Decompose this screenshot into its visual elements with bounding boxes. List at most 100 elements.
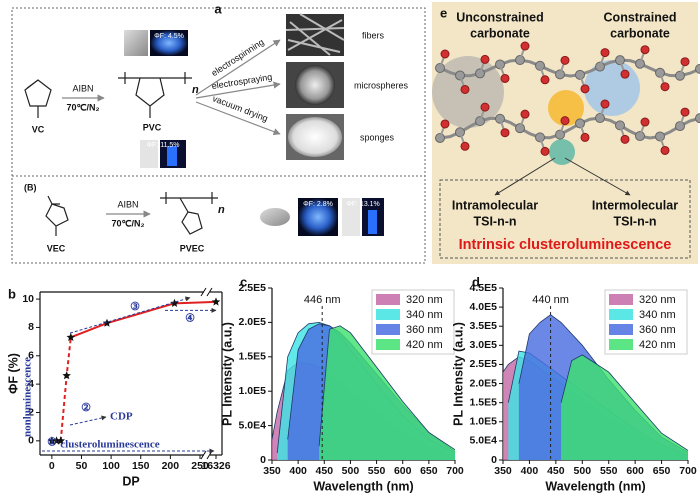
sample <box>260 208 290 226</box>
oxygen-atom <box>621 70 629 78</box>
y-axis-title: ΦF (%) <box>6 353 20 394</box>
photo <box>124 30 148 56</box>
oxygen-atom <box>661 83 669 91</box>
legend-swatch <box>609 294 633 305</box>
carbon-atom <box>516 56 525 65</box>
polymer <box>160 192 218 234</box>
caption: Intrinsic clusteroluminescence <box>459 237 672 253</box>
sponge <box>288 117 342 157</box>
y-tick-label: 5.0E4 <box>239 419 267 431</box>
y-tick-label: 0 <box>491 454 497 466</box>
oxygen-atom <box>461 142 469 150</box>
annotation: clusteroluminescence <box>60 439 160 451</box>
annotation: nonluminescence <box>22 357 34 437</box>
y-tick-label: 1.0E5 <box>470 416 498 428</box>
oxygen-atom <box>561 56 569 64</box>
oxygen-atom <box>681 58 689 66</box>
label: carbonate <box>470 26 530 40</box>
quantum-yield: ΦF: 11.5% <box>146 142 179 149</box>
quantum-yield: ΦF: 4.5% <box>154 33 184 40</box>
microsphere <box>295 65 335 105</box>
x-axis-title: DP <box>122 474 139 488</box>
legend-swatch <box>609 324 633 335</box>
molecule <box>25 80 51 118</box>
carbon-atom <box>696 64 700 73</box>
label: Intramolecular <box>452 198 538 212</box>
molecule <box>46 196 68 236</box>
annotation: ④ <box>185 312 195 324</box>
compound-label: VEC <box>47 243 66 253</box>
x-tick-label: 150 <box>132 460 150 472</box>
annotation: CDP <box>110 411 133 423</box>
annotation: 446 nm <box>304 294 341 306</box>
compound-label: VC <box>32 124 45 134</box>
annotation: 440 nm <box>532 294 569 306</box>
repeat-n: n <box>218 204 225 216</box>
product: microspheres <box>354 80 409 90</box>
legend-label: 420 nm <box>406 339 443 351</box>
legend-swatch <box>609 339 633 350</box>
oxygen-atom <box>541 76 549 84</box>
reagent: AIBN <box>117 199 138 209</box>
label: TSI-n-n <box>473 214 516 228</box>
oxygen-atom <box>441 50 449 58</box>
oxygen-atom <box>481 103 489 111</box>
x-tick-label: 450 <box>316 465 334 477</box>
oxygen-atom <box>521 42 529 50</box>
legend-label: 340 nm <box>406 309 443 321</box>
polymer <box>118 72 192 118</box>
x-tick-label: 50 <box>76 460 88 472</box>
y-tick-label: 2.5E5 <box>239 282 267 294</box>
condition: 70℃/N₂ <box>66 102 99 112</box>
y-tick-label: 3.0E5 <box>470 339 498 351</box>
product: sponges <box>360 132 395 142</box>
bond <box>27 80 38 88</box>
line <box>61 337 71 440</box>
quantum-yield: ΦF: 2.8% <box>303 201 333 208</box>
compound-label: PVC <box>143 122 162 132</box>
x-tick-label: 400 <box>521 465 539 477</box>
legend-label: 320 nm <box>639 294 676 306</box>
x-axis-title: Wavelength (nm) <box>313 479 413 493</box>
legend-swatch <box>609 309 633 320</box>
oxygen-atom <box>501 129 509 137</box>
product: fibers <box>362 30 385 40</box>
y-tick-label: 1.0E5 <box>239 385 267 397</box>
oxygen-atom <box>481 55 489 63</box>
label: Intermolecular <box>592 198 678 212</box>
carbon-atom <box>616 121 625 130</box>
x-tick-label: 600 <box>626 465 644 477</box>
panel-label: b <box>8 286 16 301</box>
x-tick-label: 450 <box>547 465 565 477</box>
compound-label: PVEC <box>180 243 205 253</box>
annotation: ③ <box>130 301 140 313</box>
highlight <box>584 60 640 116</box>
y-tick-label: 8 <box>28 321 34 333</box>
oxygen-atom <box>661 146 669 154</box>
label: Unconstrained <box>456 10 544 24</box>
legend-swatch <box>376 339 400 350</box>
y-tick-label: 2.0E5 <box>239 316 267 328</box>
legend-label: 360 nm <box>639 324 676 336</box>
oxygen-atom <box>541 147 549 155</box>
oxygen-atom <box>601 49 609 57</box>
oxygen-atom <box>681 108 689 116</box>
x-axis-title: Wavelength (nm) <box>545 479 645 493</box>
annotation: ① <box>47 437 57 449</box>
oxygen-atom <box>441 120 449 128</box>
label: Constrained <box>604 10 677 24</box>
annotation: ② <box>81 402 91 414</box>
y-tick-label: 2.0E5 <box>470 377 498 389</box>
marker <box>212 297 221 305</box>
oxygen-atom <box>561 117 569 125</box>
x-tick-label: 700 <box>446 465 464 477</box>
x-tick-label: 550 <box>600 465 618 477</box>
legend-label: 360 nm <box>406 324 443 336</box>
x-tick-label: 200 <box>162 460 180 472</box>
legend-label: 420 nm <box>639 339 676 351</box>
x-tick-label: 350 <box>494 465 512 477</box>
x-tick-label: 500 <box>342 465 360 477</box>
